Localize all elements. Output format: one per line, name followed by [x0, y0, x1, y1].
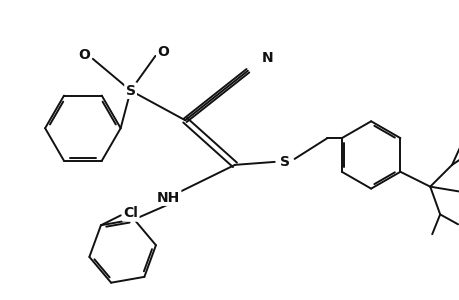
Text: O: O: [157, 45, 169, 59]
Text: S: S: [279, 155, 289, 169]
Text: S: S: [125, 84, 135, 98]
Text: NH: NH: [157, 190, 179, 205]
Text: Cl: Cl: [123, 206, 138, 220]
Text: N: N: [261, 51, 273, 65]
Text: O: O: [78, 48, 90, 62]
